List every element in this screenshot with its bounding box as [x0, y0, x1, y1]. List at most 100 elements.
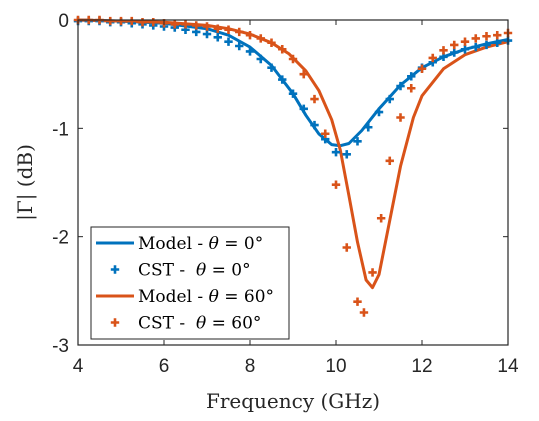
- data-point: [353, 137, 362, 146]
- data-point: [278, 45, 287, 54]
- y-axis-label: |Γ| (dB): [13, 144, 38, 221]
- legend-marker-swatch: [110, 265, 120, 274]
- data-point: [460, 37, 470, 46]
- x-tick-label: 14: [497, 356, 519, 377]
- data-point: [342, 243, 351, 252]
- legend-label: CST - θ = 60°: [138, 314, 261, 334]
- data-point: [278, 75, 287, 84]
- data-point: [202, 29, 212, 39]
- data-point: [374, 107, 384, 117]
- data-point: [245, 47, 255, 56]
- data-point: [396, 113, 405, 122]
- legend-label-suffix: = 0°: [206, 261, 250, 281]
- data-point: [364, 123, 373, 132]
- data-point: [256, 54, 265, 64]
- data-point: [267, 38, 276, 47]
- data-point: [235, 27, 244, 37]
- legend-label-symbol: θ: [209, 287, 219, 307]
- data-point: [385, 156, 394, 166]
- data-point: [138, 17, 147, 27]
- legend-label-suffix: = 60°: [206, 314, 261, 334]
- legend-label-prefix: CST -: [138, 261, 196, 281]
- legend-label: CST - θ = 0°: [138, 261, 251, 281]
- data-point: [450, 40, 459, 50]
- legend-label-symbol: θ: [196, 314, 206, 334]
- x-axis-label: Frequency (GHz): [206, 389, 380, 413]
- data-point: [450, 48, 459, 57]
- axes-box: [77, 19, 509, 346]
- data-point: [331, 180, 341, 189]
- data-point: [471, 42, 480, 52]
- legend-item: Model - θ = 0°: [96, 234, 263, 254]
- data-point: [428, 53, 437, 63]
- legend-marker-swatch: [110, 318, 120, 327]
- data-point: [439, 46, 448, 55]
- data-point: [245, 30, 255, 40]
- data-point: [116, 16, 126, 26]
- x-tick-label: 10: [325, 356, 346, 377]
- data-point: [288, 54, 298, 64]
- legend-label-suffix: = 0°: [219, 234, 263, 254]
- data-point: [396, 81, 405, 91]
- data-point: [368, 268, 377, 277]
- data-point: [310, 120, 319, 130]
- data-point: [407, 84, 416, 93]
- axis-ticks: 4 6 8 10 12 14 0 -1 -2 -3: [52, 11, 519, 377]
- data-point: [407, 72, 416, 81]
- legend-label: Model - θ = 0°: [138, 234, 263, 254]
- data-point: [288, 89, 298, 98]
- data-point: [202, 22, 212, 31]
- data-point: [213, 33, 222, 42]
- y-tick-label: 0: [58, 11, 69, 32]
- legend-box: [90, 226, 290, 340]
- y-tick-label: -2: [52, 228, 69, 249]
- legend-label-symbol: θ: [196, 261, 206, 281]
- data-point: [256, 34, 265, 43]
- data-point: [310, 94, 319, 104]
- legend-label-prefix: Model -: [138, 234, 209, 254]
- data-point: [149, 17, 158, 27]
- data-point: [224, 37, 233, 46]
- x-tick-label: 6: [159, 356, 170, 377]
- plot-area: [73, 15, 513, 317]
- series-line-0: [76, 18, 510, 148]
- data-point: [482, 32, 491, 41]
- data-point: [493, 30, 502, 40]
- data-point: [106, 16, 115, 26]
- data-point: [267, 63, 276, 72]
- legend-item: Model - θ = 60°: [96, 287, 274, 307]
- legend-item: CST - θ = 0°: [110, 261, 251, 281]
- legend-label-prefix: Model -: [138, 287, 209, 307]
- data-point: [331, 147, 341, 157]
- y-tick-label: -3: [52, 336, 69, 357]
- data-point: [342, 150, 351, 159]
- legend-label-suffix: = 60°: [219, 287, 274, 307]
- data-point: [235, 41, 244, 51]
- data-point: [353, 297, 362, 306]
- data-point: [299, 69, 308, 79]
- data-point: [224, 25, 233, 34]
- legend-label: Model - θ = 60°: [138, 287, 274, 307]
- data-point: [385, 94, 394, 104]
- data-point: [482, 40, 491, 50]
- y-tick-label: -1: [52, 119, 69, 140]
- x-tick-label: 4: [73, 356, 84, 377]
- data-point: [460, 45, 470, 54]
- data-point: [181, 20, 190, 29]
- legend-label-symbol: θ: [209, 234, 219, 254]
- series-markers-1: [73, 16, 513, 159]
- data-point: [127, 16, 136, 26]
- data-point: [471, 34, 480, 43]
- data-point: [321, 129, 330, 138]
- data-point: [417, 64, 427, 73]
- legend-item: CST - θ = 60°: [110, 314, 261, 334]
- data-point: [359, 308, 369, 317]
- x-tick-label: 12: [411, 356, 432, 377]
- data-point: [192, 21, 201, 30]
- series-markers-3: [73, 15, 513, 317]
- legend-label-prefix: CST -: [138, 314, 196, 334]
- data-point: [213, 24, 222, 33]
- data-point: [493, 38, 502, 47]
- data-point: [170, 20, 179, 29]
